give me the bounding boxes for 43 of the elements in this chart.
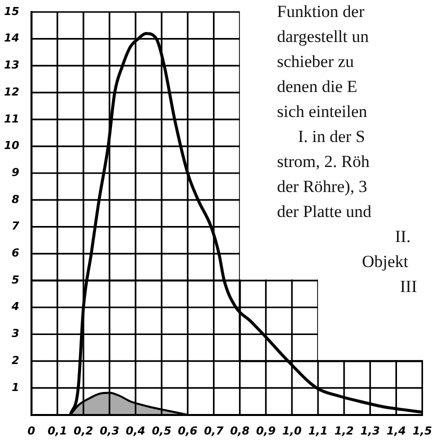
- x-tick-label: 0,4: [126, 424, 146, 438]
- annotation: I. in der S: [298, 127, 366, 147]
- y-tick-label: 1: [12, 380, 20, 394]
- x-tick-label: 0,5: [152, 424, 172, 438]
- x-tick-label: 0,9: [256, 424, 276, 438]
- y-tick-label: 3: [12, 327, 20, 340]
- annotation: Funktion der: [277, 2, 364, 22]
- y-tick-label: 12: [4, 85, 20, 98]
- y-tick-label: 11: [4, 112, 20, 126]
- x-tick-label: 0,7: [204, 424, 224, 438]
- y-tick-label: 4: [10, 300, 20, 314]
- y-tick-label: 8: [12, 192, 20, 206]
- y-tick-label: 10: [4, 139, 20, 152]
- x-tick-label: 0,2: [74, 424, 94, 438]
- x-tick-label: 0,8: [230, 424, 250, 438]
- y-tick-label: 5: [12, 273, 20, 286]
- annotation: schieber zu: [277, 52, 354, 72]
- x-tick-label: 0,6: [178, 424, 198, 438]
- x-tick-label: 1,2: [334, 424, 354, 438]
- x-tick-label: 1,0: [282, 424, 302, 438]
- y-tick-label: 2: [12, 354, 20, 367]
- x-tick-label: 1,5: [412, 424, 432, 438]
- y-tick-label: 7: [12, 220, 20, 233]
- annotation: strom, 2. Röh: [277, 152, 370, 172]
- annotation: dargestellt un: [277, 27, 369, 47]
- y-tick-label: 15: [4, 4, 20, 18]
- y-tick-label: 9: [12, 166, 20, 179]
- annotation: denen die E: [277, 77, 358, 97]
- x-tick-label: 1,1: [308, 424, 328, 438]
- y-tick-label: 6: [12, 246, 20, 260]
- y-tick-label: 14: [4, 32, 20, 45]
- x-tick-label: 0,3: [100, 424, 120, 438]
- y-tick-label: 13: [4, 58, 20, 72]
- x-tick-label: 0: [27, 424, 36, 438]
- x-tick-label: 1,4: [386, 424, 406, 438]
- annotation: Objekt: [362, 252, 408, 272]
- annotation: der Platte und: [277, 202, 372, 222]
- annotation: III: [400, 277, 417, 297]
- annotation: II.: [395, 227, 411, 247]
- x-tick-label: 0,1: [48, 424, 68, 438]
- x-tick-label: 1,3: [360, 424, 380, 438]
- annotation: der Röhre), 3: [277, 177, 368, 197]
- annotation: sich einteilen: [277, 102, 368, 122]
